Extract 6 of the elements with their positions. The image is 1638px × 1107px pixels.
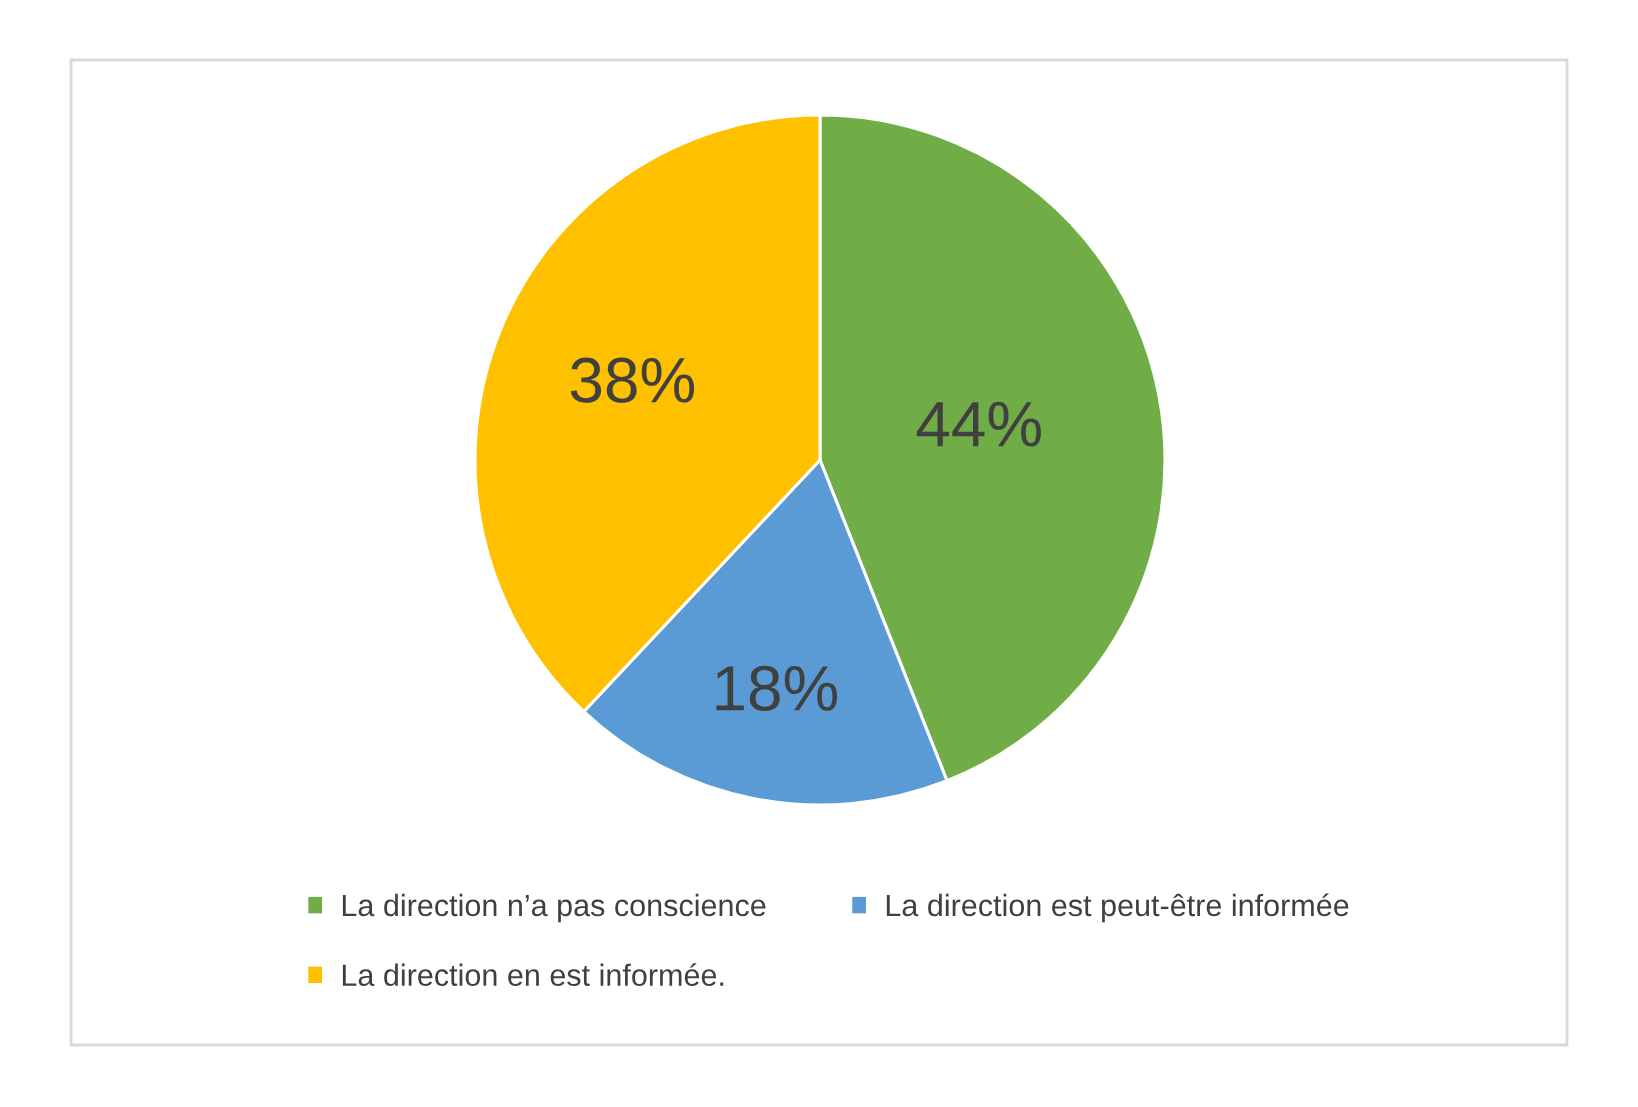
legend-label: La direction est peut-être informée — [886, 893, 1349, 923]
data-label: 18% — [716, 665, 838, 711]
data-label: 44% — [916, 401, 1041, 447]
data-label: 38% — [570, 357, 695, 403]
legend-label: La direction n’a pas conscience — [342, 893, 766, 923]
legend-label: La direction en est informée. — [342, 963, 724, 987]
